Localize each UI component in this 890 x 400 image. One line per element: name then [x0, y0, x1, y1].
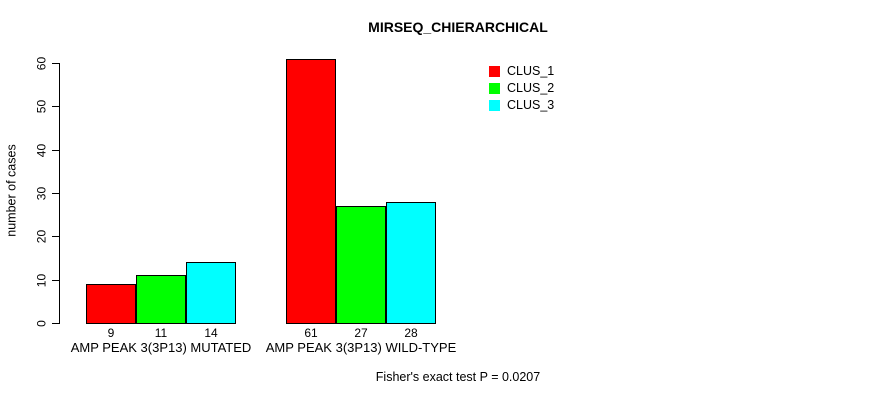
bar-value-label: 14 [204, 326, 218, 340]
x-axis-group-label: AMP PEAK 3(3P13) WILD-TYPE [265, 340, 457, 355]
bar-clus_1 [86, 284, 136, 324]
bar-clus_3 [186, 262, 236, 324]
y-axis [59, 63, 60, 324]
legend-label: CLUS_1 [507, 64, 555, 78]
y-tick-mark [52, 280, 59, 281]
bar-value-label: 9 [107, 326, 115, 340]
chart-title: MIRSEQ_CHIERARCHICAL [368, 19, 548, 35]
legend-item: CLUS_2 [489, 81, 554, 95]
bar-clus_2 [136, 275, 186, 324]
y-tick-mark [52, 63, 59, 64]
legend: CLUS_1 CLUS_2 CLUS_3 [489, 64, 554, 115]
y-tick-label: 40 [34, 143, 49, 157]
bar-value-label: 28 [404, 326, 418, 340]
y-tick-mark [52, 150, 59, 151]
y-tick-label: 0 [34, 319, 49, 327]
y-tick-mark [52, 193, 59, 194]
bar-clus_1 [286, 59, 336, 324]
y-tick-mark [52, 106, 59, 107]
legend-label: CLUS_3 [507, 98, 555, 112]
legend-swatch-clus_3 [489, 99, 500, 111]
y-tick-label: 60 [34, 56, 49, 70]
legend-swatch-clus_1 [489, 65, 500, 77]
bar-clus_3 [386, 202, 436, 324]
y-tick-mark [52, 323, 59, 324]
bar-value-label: 27 [354, 326, 368, 340]
legend-item: CLUS_3 [489, 98, 554, 112]
x-axis-group-label: AMP PEAK 3(3P13) MUTATED [70, 340, 252, 355]
legend-item: CLUS_1 [489, 64, 554, 78]
bar-value-label: 11 [154, 326, 168, 340]
legend-swatch-clus_2 [489, 82, 500, 94]
y-tick-label: 30 [34, 186, 49, 200]
y-tick-mark [52, 236, 59, 237]
y-axis-label: number of cases [4, 144, 19, 237]
y-tick-label: 20 [34, 229, 49, 243]
footer-annotation: Fisher's exact test P = 0.0207 [375, 370, 541, 384]
bar-value-label: 61 [304, 326, 318, 340]
y-tick-label: 10 [34, 273, 49, 287]
bar-clus_2 [336, 206, 386, 324]
y-tick-label: 50 [34, 99, 49, 113]
legend-label: CLUS_2 [507, 81, 555, 95]
